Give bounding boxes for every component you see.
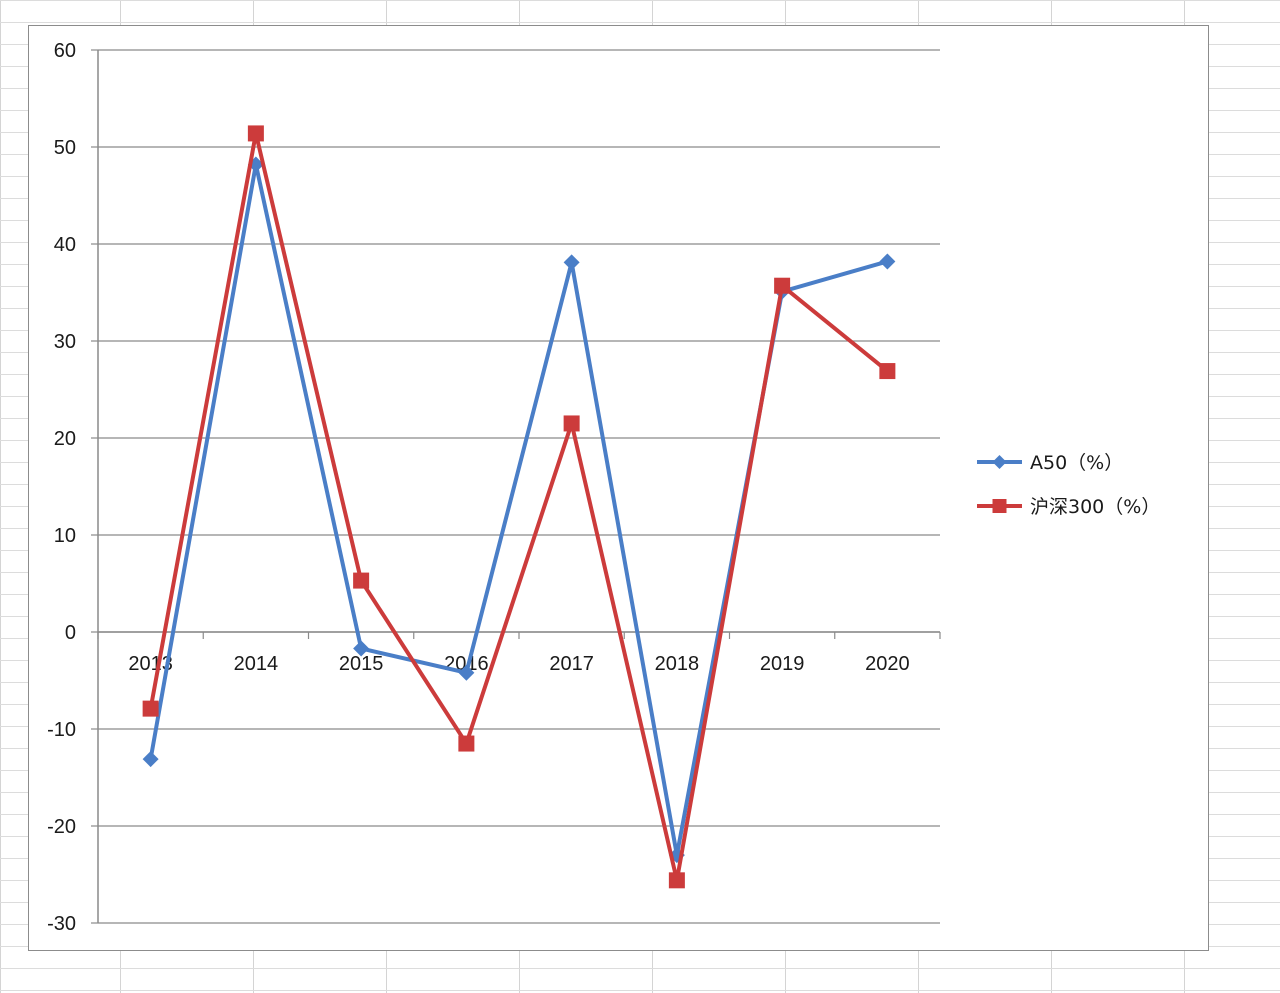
y-axis-tick-labels: 60 50 40 30 20 10 0 -10 -20 -30	[47, 40, 76, 935]
data-point-square	[774, 277, 791, 294]
legend-item: A50（%）	[977, 452, 1123, 474]
x-tick-label: 2020	[865, 653, 910, 675]
data-point-square	[353, 572, 370, 589]
data-point-square	[879, 363, 896, 380]
y-tick-label: 20	[54, 428, 76, 450]
data-point-diamond	[879, 253, 896, 270]
series-line	[148, 132, 889, 881]
axes	[97, 50, 941, 923]
series-line	[148, 164, 888, 856]
x-tick-label: 2015	[339, 653, 384, 675]
x-tick-label: 2017	[549, 653, 594, 675]
data-point-square	[668, 872, 685, 889]
data-point-diamond	[353, 640, 370, 657]
y-tick-label: 30	[54, 331, 76, 353]
legend-label: 沪深300（%）	[1030, 496, 1160, 518]
series-2	[142, 125, 896, 889]
x-axis-tick-labels: 2013 2014 2015 2016 2017 2018 2019 2020	[128, 653, 909, 675]
legend-item: 沪深300（%）	[977, 496, 1160, 518]
x-tick-label: 2019	[760, 653, 805, 675]
series-layer	[142, 125, 896, 889]
y-tick-label: -10	[47, 719, 76, 741]
y-tick-label: 0	[65, 622, 76, 644]
data-point-square	[458, 735, 475, 752]
y-tick-label: -20	[47, 816, 76, 838]
y-tick-label: 60	[54, 40, 76, 62]
legend-label: A50（%）	[1030, 452, 1123, 474]
y-tick-label: 40	[54, 234, 76, 256]
legend: A50（%） 沪深300（%）	[977, 452, 1160, 518]
data-point-square	[142, 700, 159, 717]
chart-area[interactable]	[28, 25, 1209, 951]
data-point-square	[992, 499, 1007, 513]
data-point-square	[247, 125, 264, 142]
series-1	[142, 156, 896, 864]
y-tick-label: 10	[54, 525, 76, 547]
data-point-diamond	[142, 751, 159, 768]
data-point-diamond	[992, 455, 1007, 469]
x-tick-label: 2014	[234, 653, 279, 675]
data-point-diamond	[458, 664, 475, 681]
x-tick-label: 2018	[655, 653, 700, 675]
y-tick-label: 50	[54, 137, 76, 159]
data-point-diamond	[563, 254, 580, 271]
data-point-square	[563, 415, 580, 432]
y-tick-label: -30	[47, 913, 76, 935]
